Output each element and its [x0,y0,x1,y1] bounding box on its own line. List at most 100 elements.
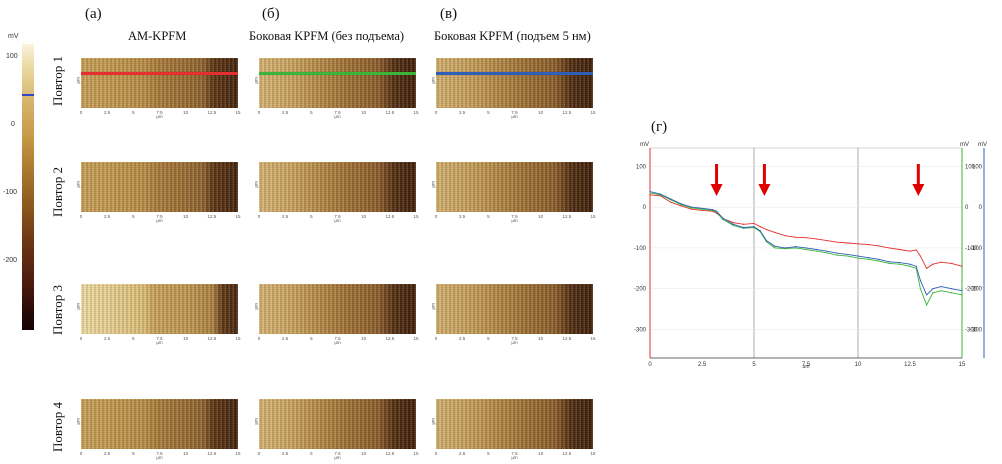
scan-x-tick: 2.5 [104,214,111,219]
scan-x-tick: 15 [590,451,596,456]
series-point [691,206,693,208]
arrow-shaft [715,164,719,184]
scan-x-tick: 10 [183,110,189,115]
plot-frame [649,147,963,359]
scan-x-tick: 15 [590,336,596,341]
scan-y-unit: μm [253,418,259,425]
column-title-sideband-nolift: Боковая KPFM (без подъема) [249,29,405,43]
row-label-repeat-4: Повтор 4 [50,402,65,452]
scan-y-unit: μm [430,77,436,84]
scan-x-tick: 12.5 [562,336,572,341]
series-point [680,205,682,207]
scan-x-tick: 10 [183,214,189,219]
series-point [670,201,672,203]
scan-x-tick: 7.5 [156,336,163,341]
series-point [857,257,859,259]
series-point [951,292,953,294]
scan-x-unit: μm [156,340,163,345]
series-point [867,258,869,260]
scan-x-unit: μm [511,218,518,223]
column-title-sideband-lift: Боковая KPFM (подъем 5 нм) [434,29,591,43]
scan-x-tick: 7.5 [511,451,518,456]
scan-x-axis: 0 2.5 5 7.5 10 12.5 15 μm [434,213,596,223]
kpfm-scan-image [436,58,593,108]
annotation-arrow [912,164,925,196]
scan-x-tick: 7.5 [156,214,163,219]
series-point [795,236,797,238]
scan-x-tick: 15 [413,336,419,341]
series-point [899,261,901,264]
x-tick-label: 7.5 [802,362,811,368]
series-point [909,263,911,265]
scan-y-unit: μm [253,181,259,188]
row-label-repeat-3: Повтор 3 [50,285,65,335]
series-point [715,210,718,212]
scan-x-tick: 5 [310,451,313,456]
scan-x-tick: 12.5 [562,214,572,219]
y-tick-label-right: -200 [965,287,978,293]
scan-x-tick: 15 [413,451,419,456]
series-point [899,263,901,265]
arrow-shaft [916,164,920,184]
y-tick-label-right-outer: -200 [970,287,983,293]
series-point [815,238,817,240]
y-tick-label-right: 0 [965,205,969,211]
series-point [867,257,869,259]
series-point [774,245,776,247]
series-point [961,294,963,296]
series-point [909,250,911,252]
scan-x-tick: 10 [538,451,544,456]
scan-x-tick: 12.5 [207,336,217,341]
series-point [899,248,901,251]
kpfm-scan-image [436,162,593,212]
series-point [940,290,942,292]
colorbar [22,44,34,330]
kpfm-scan-image [81,162,238,212]
series-point [919,255,921,257]
scan-x-unit: μm [156,218,163,223]
row-label-repeat-1: Повтор 1 [50,56,65,106]
arrow-head [710,184,723,196]
scan-x-tick: 7.5 [511,336,518,341]
scan-y-unit: μm [75,418,81,425]
series-point [784,235,786,237]
scan-x-tick: 12.5 [562,451,572,456]
scan-x-axis: 0 2.5 5 7.5 10 12.5 15 μm [80,213,241,223]
arrow-shaft [762,164,766,184]
series-point [847,242,849,244]
scan-x-unit: μm [334,455,341,460]
series-point [774,231,776,234]
scan-x-tick: 10 [183,336,189,341]
scan-x-tick: 10 [361,451,367,456]
series-point [932,288,934,290]
series-point [753,222,755,225]
series-point [867,244,869,246]
y-tick-label-right-outer: 100 [972,164,983,170]
series-point [649,192,651,194]
scan-x-tick: 2.5 [282,214,289,219]
series-point [815,250,817,252]
panel-letter-c: (в) [440,6,458,22]
kpfm-scan-image [259,162,416,212]
scan-x-tick: 0 [434,214,438,219]
colorbar-tick-label: 100 [6,52,18,60]
scan-x-tick: 0 [434,110,438,115]
scan-x-unit: μm [511,340,518,345]
series-point [711,208,713,211]
series-point [888,261,890,263]
scan-x-tick: 10 [183,451,189,456]
scan-x-tick: 7.5 [511,110,518,115]
series-point [701,207,703,209]
scan-x-tick: 0 [434,451,438,456]
x-tick-label: 2.5 [698,362,707,368]
panel-letter-d: (г) [651,119,668,135]
arrow-head [912,184,925,196]
scan-x-axis: 0 2.5 5 7.5 10 12.5 15 μm [258,213,419,223]
colorbar-tick-label: -200 [3,256,18,264]
scan-x-tick: 0 [79,110,83,115]
series-point [774,247,776,249]
scan-x-tick: 12.5 [207,110,217,115]
series-point [888,247,890,249]
series-point [732,223,734,225]
scan-x-tick: 7.5 [334,336,341,341]
